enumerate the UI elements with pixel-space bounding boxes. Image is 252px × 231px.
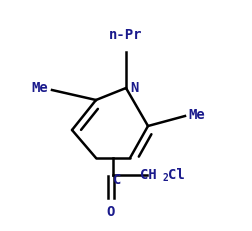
Text: n-Pr: n-Pr: [109, 28, 142, 42]
Text: Cl: Cl: [167, 168, 184, 182]
Text: CH: CH: [139, 168, 156, 182]
Text: 2: 2: [162, 173, 168, 183]
Text: O: O: [106, 205, 115, 219]
Text: Me: Me: [187, 108, 204, 122]
Text: Me: Me: [31, 81, 48, 95]
Text: N: N: [130, 81, 138, 95]
Text: C: C: [113, 173, 121, 187]
